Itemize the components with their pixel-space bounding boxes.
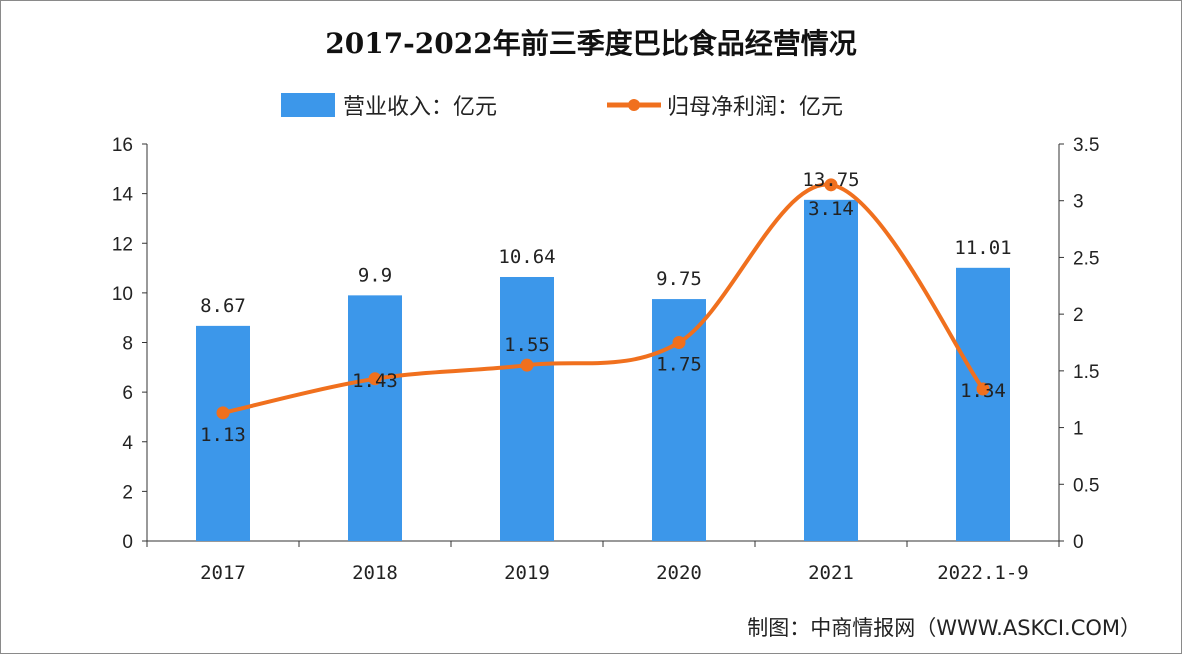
x-tick-label: 2017 (200, 562, 246, 584)
x-tick-label: 2021 (808, 562, 854, 584)
y-left-tick-label: 12 (112, 234, 133, 255)
legend: 营业收入：亿元 归母净利润：亿元 (281, 93, 843, 120)
legend-swatch-bar (281, 93, 335, 117)
bar-2022.1-9 (956, 267, 1010, 541)
bar-data-label: 9.9 (358, 264, 392, 286)
line-marker-2021 (824, 178, 838, 192)
bar-2020 (652, 299, 706, 541)
bar-data-label: 8.67 (200, 295, 246, 317)
y-right-tick-label: 2.5 (1073, 248, 1099, 269)
bar-data-label: 9.75 (656, 268, 702, 290)
y-left-tick-label: 14 (112, 185, 134, 206)
bar-2017 (196, 325, 250, 541)
bar-data-label: 11.01 (954, 237, 1011, 259)
line-marker-2018 (368, 372, 382, 386)
y-left-tick-label: 10 (112, 284, 133, 305)
line-marker-2019 (520, 358, 534, 372)
line-marker-2022.1-9 (976, 382, 990, 396)
y-left-tick-label: 4 (122, 433, 133, 454)
profit-line (222, 182, 985, 415)
y-right-tick-label: 0 (1073, 532, 1084, 553)
legend-label-line: 归母净利润：亿元 (667, 95, 843, 120)
line-marker-2020 (672, 336, 686, 349)
line-data-label: 3.14 (808, 198, 854, 220)
line-data-label: 1.43 (352, 370, 398, 392)
x-tick-label: 2018 (352, 562, 398, 584)
y-left-tick-label: 0 (122, 532, 133, 553)
chart-title: 2017-2022年前三季度巴比食品经营情况 (325, 27, 856, 60)
bar-data-label: 10.64 (498, 246, 555, 268)
y-left-tick-label: 16 (112, 135, 133, 156)
bar-2021 (804, 199, 858, 541)
y-right-tick-label: 1 (1073, 419, 1084, 440)
line-marker-2017 (216, 406, 230, 420)
bar-2018 (348, 295, 402, 541)
y-left-tick-label: 2 (122, 482, 133, 503)
x-tick-label: 2022.1-9 (937, 562, 1029, 584)
legend-marker (628, 99, 640, 111)
y-right-tick-label: 3 (1073, 192, 1084, 213)
y-left-tick-label: 6 (122, 383, 133, 404)
line-data-label: 1.55 (504, 334, 550, 356)
legend-label-bar: 营业收入：亿元 (343, 95, 497, 120)
source-note: 制图：中商情报网（WWW.ASKCI.COM） (747, 616, 1141, 640)
line-data-label: 1.75 (656, 354, 702, 376)
bar-data-label: 13.75 (802, 169, 859, 191)
bar-2019 (500, 276, 554, 541)
line-data-label: 1.13 (200, 424, 246, 446)
y-right-tick-label: 1.5 (1073, 362, 1099, 383)
y-right-tick-label: 0.5 (1073, 475, 1099, 496)
x-tick-label: 2019 (504, 562, 550, 584)
x-tick-label: 2020 (656, 562, 702, 584)
y-right-tick-label: 3.5 (1073, 135, 1099, 156)
y-left-tick-label: 8 (122, 334, 133, 355)
line-data-label: 1.34 (960, 380, 1006, 402)
y-right-tick-label: 2 (1073, 305, 1084, 326)
